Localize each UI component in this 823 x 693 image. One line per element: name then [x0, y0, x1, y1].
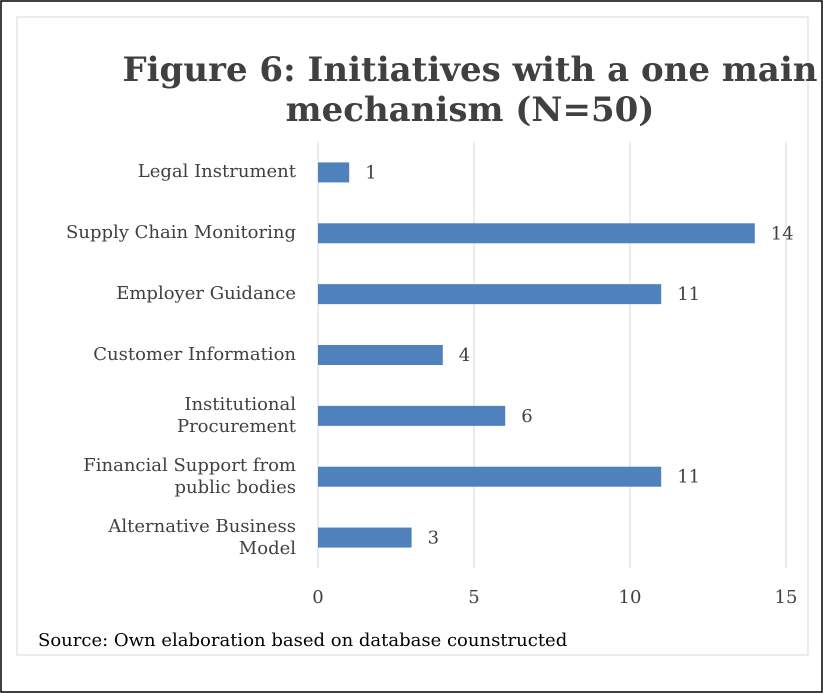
bar — [318, 284, 662, 305]
bar — [318, 527, 412, 548]
source-note: Source: Own elaboration based on databas… — [38, 630, 568, 651]
data-label: 14 — [771, 223, 794, 244]
y-tick-label: Employer Guidance — [116, 283, 296, 305]
bar — [318, 223, 755, 244]
bar — [318, 466, 662, 487]
y-tick-label: Legal Instrument — [137, 161, 296, 183]
data-label: 3 — [428, 528, 439, 549]
bar — [318, 162, 350, 183]
x-tick-label: 10 — [619, 587, 642, 608]
data-label: 1 — [365, 162, 376, 183]
bar — [318, 405, 506, 426]
y-tick-label: Alternative Business Model — [108, 515, 296, 559]
y-tick-label: Supply Chain Monitoring — [66, 222, 296, 244]
bar — [318, 345, 443, 365]
data-label: 11 — [677, 284, 700, 305]
x-tick-label: 5 — [468, 587, 479, 608]
y-tick-label: Customer Information — [93, 344, 296, 365]
y-tick-label: Institutional Procurement — [176, 393, 296, 437]
x-tick-label: 0 — [312, 587, 323, 608]
data-label: 4 — [459, 345, 470, 366]
data-label: 11 — [677, 467, 700, 488]
chart-title: Figure 6: Initiatives with a one main me… — [122, 50, 818, 130]
y-tick-label: Financial Support from public bodies — [83, 454, 296, 498]
chart-frame — [16, 16, 809, 656]
x-tick-label: 15 — [775, 587, 798, 608]
data-label: 6 — [521, 406, 532, 427]
